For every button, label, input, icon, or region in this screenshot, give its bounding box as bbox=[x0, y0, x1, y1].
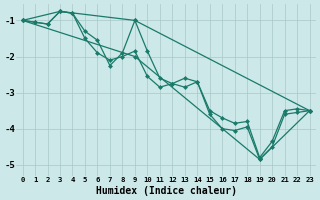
X-axis label: Humidex (Indice chaleur): Humidex (Indice chaleur) bbox=[96, 186, 236, 196]
